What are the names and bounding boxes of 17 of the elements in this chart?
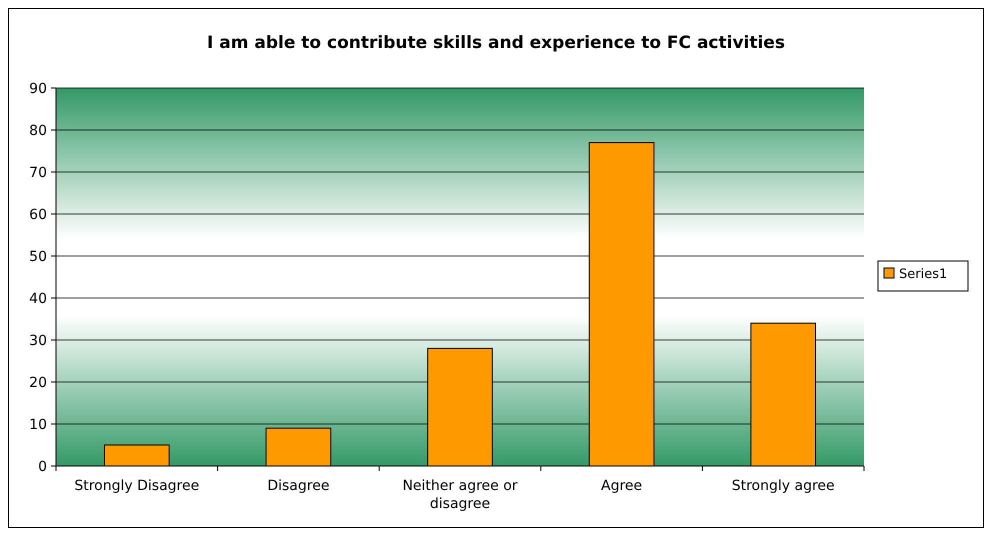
y-tick-label: 70 — [29, 164, 47, 181]
x-tick-label: Agree — [601, 478, 642, 494]
y-tick-label: 10 — [29, 416, 47, 433]
y-tick-label: 60 — [29, 206, 47, 223]
x-tick-label: Strongly Disagree — [74, 478, 200, 494]
y-tick-label: 0 — [38, 458, 47, 475]
x-tick-label: Disagree — [267, 478, 330, 494]
y-tick-label: 40 — [29, 290, 47, 307]
y-tick-label: 80 — [29, 122, 47, 139]
legend-label: Series1 — [899, 267, 948, 282]
chart-title: I am able to contribute skills and experience to FC activities — [207, 33, 785, 53]
y-tick-label: 20 — [29, 374, 47, 391]
x-tick-label: Strongly agree — [732, 478, 835, 494]
y-tick-label: 30 — [29, 332, 47, 349]
x-tick-label: Neither agree or disagree — [402, 478, 518, 512]
y-tick-label: 90 — [29, 80, 47, 97]
y-tick-label: 50 — [29, 248, 47, 265]
